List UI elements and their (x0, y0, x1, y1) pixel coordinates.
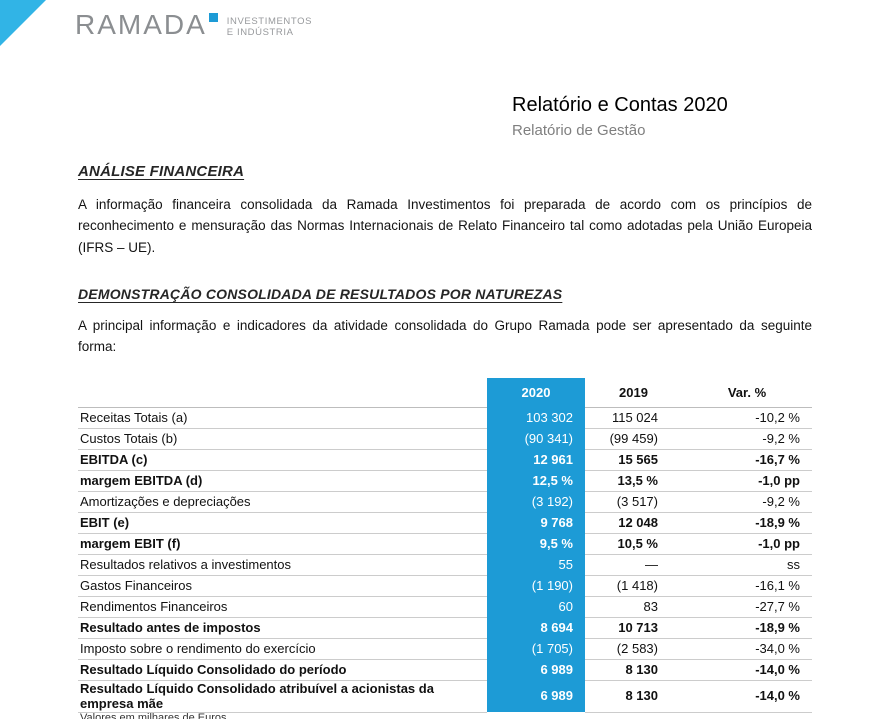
value-var: -16,1 % (682, 575, 812, 597)
section-heading-analise-financeira: ANÁLISE FINANCEIRA (78, 163, 245, 180)
section-heading-demonstracao-resultados: DEMONSTRAÇÃO CONSOLIDADA DE RESULTADOS P… (78, 286, 563, 302)
table-header-row: 2020 2019 Var. % (78, 378, 812, 408)
report-title: Relatório e Contas 2020 (512, 94, 728, 116)
value-var: -16,7 % (682, 449, 812, 471)
report-subtitle: Relatório de Gestão (512, 122, 646, 139)
column-header-label (78, 378, 487, 408)
value-2019: (2 583) (585, 638, 682, 660)
value-2020: 55 (487, 554, 585, 575)
table-row: Custos Totais (b) (90 341) (99 459) -9,2 % (78, 428, 812, 450)
row-label: EBIT (e) (78, 512, 487, 534)
value-var: -1,0 pp (682, 533, 812, 555)
value-var: -14,0 % (682, 659, 812, 681)
report-head: Relatório e Contas 2020 Relatório de Ges… (512, 94, 728, 139)
row-label: Custos Totais (b) (78, 428, 487, 450)
value-2020: 60 (487, 596, 585, 617)
row-label: Resultado Líquido Consolidado atribuível… (78, 680, 487, 713)
value-var: -9,2 % (682, 428, 812, 450)
logo-brand-text: RAMADA (75, 9, 207, 40)
value-2019: 8 130 (585, 680, 682, 713)
column-header-2019: 2019 (585, 378, 682, 408)
row-label: Amortizações e depreciações (78, 491, 487, 513)
value-var: -27,7 % (682, 596, 812, 618)
value-2019: 115 024 (585, 407, 682, 429)
value-2020: 8 694 (487, 617, 585, 638)
value-2019: 12 048 (585, 512, 682, 534)
row-label: Gastos Financeiros (78, 575, 487, 597)
value-2020: 6 989 (487, 680, 585, 713)
table-row: Amortizações e depreciações (3 192) (3 517… (78, 491, 812, 513)
value-var: -9,2 % (682, 491, 812, 513)
logo-tagline: INVESTIMENTOS E INDÚSTRIA (227, 16, 312, 39)
logo-tagline-line2: E INDÚSTRIA (226, 27, 294, 39)
intro-paragraph: A informação financeira consolidada da R… (78, 197, 812, 255)
logo-square-icon (208, 13, 218, 22)
consolidated-results-table: 2020 2019 Var. % Receitas Totais (a) 103 … (78, 378, 812, 713)
row-label: margem EBITDA (d) (78, 470, 487, 492)
value-2019: 13,5 % (585, 470, 682, 492)
value-2019: (99 459) (585, 428, 682, 450)
row-label: margem EBIT (f) (78, 533, 487, 555)
table-row: Resultado Líquido Consolidado do período… (78, 659, 812, 681)
row-label: Rendimentos Financeiros (78, 596, 487, 618)
row-label: EBITDA (c) (78, 449, 487, 471)
value-2020: 9 768 (487, 512, 585, 533)
row-label: Resultado antes de impostos (78, 617, 487, 639)
value-2020: (1 705) (487, 638, 585, 659)
table-row: Resultado Líquido Consolidado atribuível… (78, 680, 812, 713)
value-var: ss (682, 554, 812, 576)
value-var: -1,0 pp (682, 470, 812, 492)
results-table-body: Receitas Totais (a) 103 302 115 024 -10,2 %… (78, 407, 812, 713)
row-label: Resultado Líquido Consolidado do período (78, 659, 487, 681)
value-2020: (90 341) (487, 428, 585, 449)
table-row: Resultados relativos a investimentos 55— s… (78, 554, 812, 576)
column-header-var: Var. % (682, 378, 812, 408)
table-row: EBITDA (c) 12 961 15 565 -16,7 % (78, 449, 812, 471)
value-2019: 15 565 (585, 449, 682, 471)
table-row: Receitas Totais (a) 103 302 115 024 -10,2 % (78, 407, 812, 429)
value-2019: (1 418) (585, 575, 682, 597)
value-2019: 10 713 (585, 617, 682, 639)
row-label: Receitas Totais (a) (78, 407, 487, 429)
value-var: -18,9 % (682, 617, 812, 639)
value-2020: 103 302 (487, 407, 585, 428)
table-intro-paragraph: A principal informação e indicadores da … (78, 318, 812, 355)
ramada-logo: RAMADA INVESTIMENTOS E INDÚSTRIA (75, 9, 312, 41)
column-header-2020: 2020 (487, 378, 585, 407)
value-2020: (1 190) (487, 575, 585, 596)
value-2019: (3 517) (585, 491, 682, 513)
corner-accent-triangle (0, 0, 46, 46)
value-2019: 83 (585, 596, 682, 618)
table-row: margem EBIT (f) 9,5 % 10,5 % -1,0 pp (78, 533, 812, 555)
value-2019: 8 130 (585, 659, 682, 681)
value-2020: 9,5 % (487, 533, 585, 554)
table-row: Gastos Financeiros (1 190) (1 418) -16,1 % (78, 575, 812, 597)
value-var: -34,0 % (682, 638, 812, 660)
table-row: EBIT (e) 9 768 12 048 -18,9 % (78, 512, 812, 534)
value-2019: 10,5 % (585, 533, 682, 555)
table-row: margem EBITDA (d) 12,5 % 13,5 % -1,0 pp (78, 470, 812, 492)
value-2020: 12 961 (487, 449, 585, 470)
row-label: Resultados relativos a investimentos (78, 554, 487, 576)
value-2019: — (585, 554, 682, 576)
value-var: -10,2 % (682, 407, 812, 429)
table-row: Rendimentos Financeiros 60 83 -27,7 % (78, 596, 812, 618)
table-footnote: Valores em milhares de Euros (80, 712, 227, 719)
value-var: -14,0 % (682, 680, 812, 713)
value-var: -18,9 % (682, 512, 812, 534)
value-2020: 12,5 % (487, 470, 585, 491)
logo-tagline-line1: INVESTIMENTOS (226, 16, 313, 27)
row-label: Imposto sobre o rendimento do exercício (78, 638, 487, 660)
table-row: Resultado antes de impostos 8 694 10 713 -1… (78, 617, 812, 639)
value-2020: 6 989 (487, 659, 585, 680)
value-2020: (3 192) (487, 491, 585, 512)
table-row: Imposto sobre o rendimento do exercício(… (78, 638, 812, 660)
